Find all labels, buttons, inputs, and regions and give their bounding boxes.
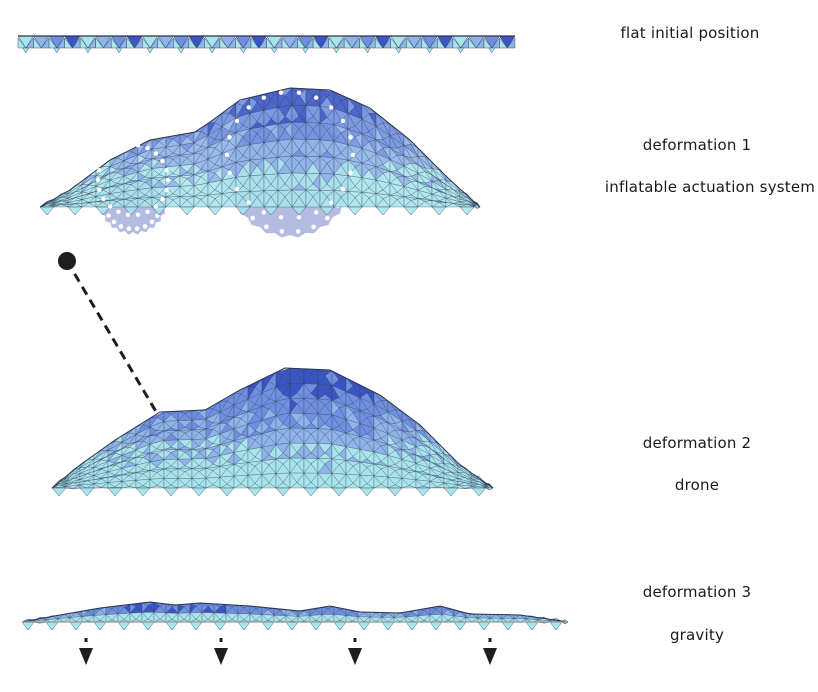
mesh-deformation-3	[21, 601, 569, 631]
gravity-arrow-icon-2	[214, 638, 228, 665]
gravity-arrow-icon-4	[483, 638, 497, 665]
gravity-arrow-icon-1	[79, 638, 93, 665]
mesh-flat-initial	[17, 35, 516, 54]
label-flat-initial-position: flat initial position	[620, 24, 760, 42]
drone-icon	[58, 252, 76, 270]
label-drone: drone	[674, 476, 720, 494]
mesh-deformation-1	[39, 87, 481, 238]
label-deformation-2: deformation 2	[642, 434, 752, 452]
label-gravity: gravity	[669, 626, 725, 644]
label-inflatable-actuation-system: inflatable actuation system	[604, 178, 816, 196]
gravity-arrow-icon-3	[348, 638, 362, 665]
label-deformation-3: deformation 3	[642, 583, 752, 601]
label-deformation-1: deformation 1	[642, 136, 752, 154]
mesh-deformation-2	[51, 252, 494, 497]
drone-tether-dashed-line	[65, 260, 160, 416]
